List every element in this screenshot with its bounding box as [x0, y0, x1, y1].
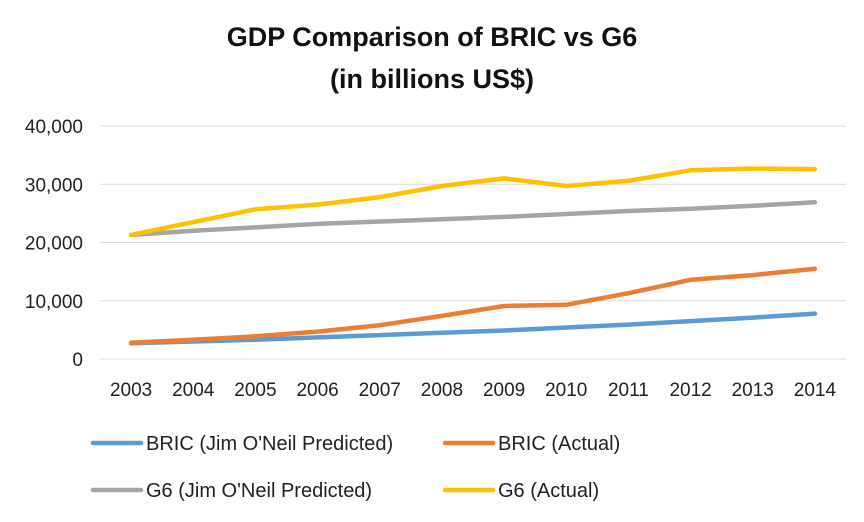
y-tick-label: 40,000 [25, 117, 83, 138]
x-tick-label: 2006 [296, 380, 338, 401]
series-line-2 [128, 266, 818, 345]
chart-title-line-2: (in billions US$) [330, 64, 534, 94]
x-tick-label: 2014 [794, 380, 837, 401]
y-tick-label: 10,000 [25, 292, 83, 313]
legend: BRIC (Jim O'Neil Predicted) BRIC (Actual)… [90, 433, 620, 502]
x-tick-label: 2010 [545, 380, 587, 401]
x-tick-label: 2011 [608, 380, 649, 401]
chart-title-line-1: GDP Comparison of BRIC vs G6 [227, 22, 638, 52]
x-tick-label: 2003 [110, 380, 152, 401]
legend-item: G6 (Jim O'Neil Predicted) [90, 480, 372, 502]
series-line-4 [128, 166, 818, 238]
y-tick-label: 30,000 [25, 175, 83, 196]
x-axis-tick-labels: 2003 2004 2005 2006 2007 2008 2009 2010 2011 2012… [110, 380, 837, 401]
legend-label: BRIC (Actual) [498, 433, 620, 455]
y-axis-tick-labels: 0 10,000 20,000 30,000 40,000 [25, 117, 83, 371]
series-line-1 [128, 311, 818, 346]
x-tick-label: 2013 [732, 380, 774, 401]
legend-item: BRIC (Jim O'Neil Predicted) [90, 433, 393, 455]
x-tick-label: 2007 [359, 380, 401, 401]
x-tick-label: 2005 [234, 380, 276, 401]
x-tick-label: 2012 [669, 380, 711, 401]
legend-label: G6 (Actual) [498, 480, 599, 502]
x-tick-label: 2008 [421, 380, 463, 401]
legend-item: G6 (Actual) [442, 480, 599, 502]
legend-item: BRIC (Actual) [442, 433, 620, 455]
legend-label: BRIC (Jim O'Neil Predicted) [146, 433, 393, 455]
series-line-3 [128, 200, 818, 238]
series-lines [128, 166, 818, 346]
legend-label: G6 (Jim O'Neil Predicted) [146, 480, 372, 502]
y-tick-label: 0 [72, 350, 83, 371]
x-tick-label: 2004 [172, 380, 215, 401]
y-tick-label: 20,000 [25, 234, 83, 255]
x-tick-label: 2009 [483, 380, 525, 401]
